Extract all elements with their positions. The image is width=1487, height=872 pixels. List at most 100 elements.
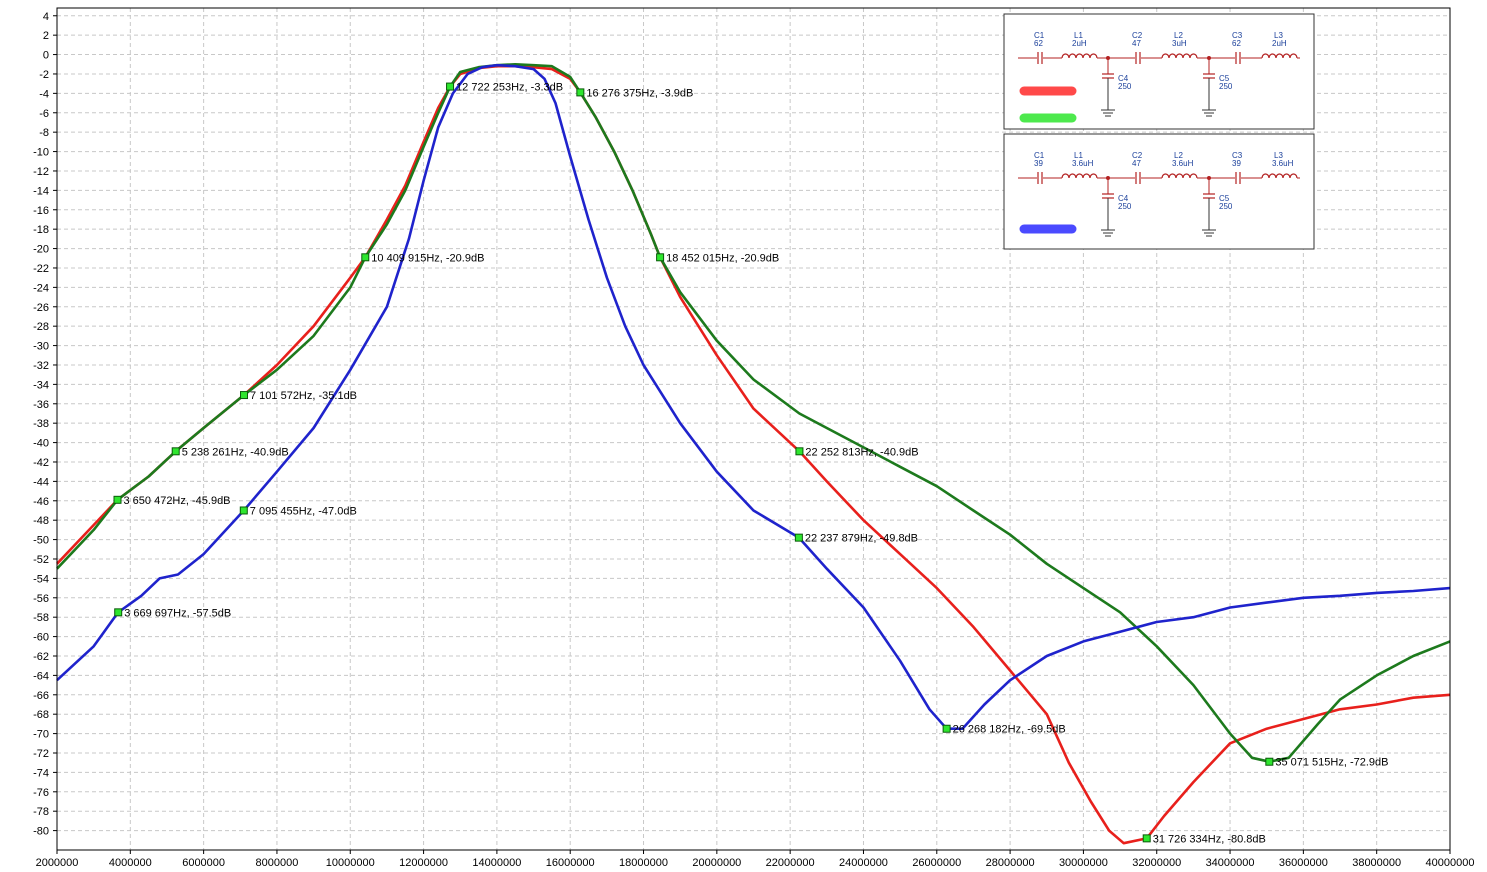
cap-name: C4 [1118,74,1129,83]
x-tick-label: 22000000 [766,857,815,869]
y-tick-label: -2 [39,69,49,81]
annotation-label: 16 276 375Hz, -3.9dB [586,87,693,99]
cap-gap [1135,172,1141,184]
x-tick-label: 20000000 [692,857,741,869]
inductor-gap [1062,53,1097,59]
cap-name: C3 [1232,151,1243,160]
y-tick-label: -56 [33,593,49,605]
x-tick-label: 2000000 [36,857,79,869]
annotation-marker [113,495,122,504]
inductor-name: L1 [1074,151,1083,160]
x-tick-label: 8000000 [256,857,299,869]
y-tick-label: -20 [33,244,49,256]
y-tick-label: -14 [33,185,49,197]
annotation-marker [656,253,665,262]
y-tick-label: -30 [33,341,49,353]
y-tick-label: -22 [33,263,49,275]
annotation-label: 3 669 697Hz, -57.5dB [124,607,231,619]
cap-gap [1037,52,1043,64]
y-tick-label: -4 [39,88,49,100]
x-tick-label: 38000000 [1352,857,1401,869]
schematic-frame [1003,13,1315,130]
annotation-label: 18 452 015Hz, -20.9dB [666,252,779,264]
inductor-value: 3.6uH [1272,159,1294,168]
annotation-marker [942,724,951,733]
x-tick-label: 14000000 [472,857,521,869]
cap-name: C4 [1118,194,1129,203]
annotation-label: 22 252 813Hz, -40.9dB [805,446,918,458]
x-axis-ticks: 2000000 4000000 6000000 8000000 10000000 1200… [36,850,1475,869]
annotation-marker [446,82,455,91]
annotation-marker [1265,757,1274,766]
x-tick-label: 26000000 [912,857,961,869]
cap-gap [1135,52,1141,64]
inductor-value: 2uH [1072,39,1087,48]
annotation-label: 26 268 182Hz, -69.5dB [953,724,1066,736]
annotation-label: 12 722 253Hz, -3.3dB [456,82,563,94]
inductor-gap [1262,173,1297,179]
x-tick-label: 28000000 [986,857,1035,869]
inductor-value: 3uH [1172,39,1187,48]
annotation-markers: 3 650 472Hz, -45.9dB 5 238 261Hz, -40.9dB… [113,82,1388,845]
annotation-marker [240,391,249,400]
cap-value: 250 [1219,82,1233,91]
annotation-marker [1142,834,1151,843]
x-tick-label: 34000000 [1206,857,1255,869]
inductor-name: L2 [1174,151,1183,160]
inductor-gap [1062,173,1097,179]
y-tick-label: -34 [33,379,49,391]
y-tick-label: -36 [33,399,49,411]
inductor-name: L3 [1274,151,1283,160]
y-tick-label: -66 [33,690,49,702]
inductor-name: L2 [1174,31,1183,40]
y-tick-label: -32 [33,360,49,372]
y-tick-label: -52 [33,554,49,566]
annotation-label: 5 238 261Hz, -40.9dB [182,446,289,458]
cap-value: 39 [1232,159,1241,168]
y-tick-label: 0 [43,50,49,62]
x-tick-label: 10000000 [326,857,375,869]
cap-gap [1235,52,1241,64]
x-tick-label: 18000000 [619,857,668,869]
x-tick-label: 4000000 [109,857,152,869]
x-tick-label: 36000000 [1279,857,1328,869]
cap-name: C2 [1132,151,1143,160]
inductor-symbol [1061,173,1098,179]
y-tick-label: -62 [33,651,49,663]
inductor-value: 3.6uH [1072,159,1094,168]
annotation-marker [361,253,370,262]
y-tick-label: -50 [33,535,49,547]
annotation-label: 22 237 879Hz, -49.8dB [805,533,918,545]
y-tick-label: -64 [33,670,49,682]
y-tick-label: -46 [33,496,49,508]
cap-name: C1 [1034,31,1045,40]
cap-value: 39 [1034,159,1043,168]
cap-value: 62 [1232,39,1241,48]
annotation-label: 10 409 915Hz, -20.9dB [371,252,484,264]
annotation-marker [576,88,585,97]
y-tick-label: -38 [33,418,49,430]
series-line-1 [56,63,1451,763]
inductor-gap [1262,53,1297,59]
cap-name: C1 [1034,151,1045,160]
annotation-label: 31 726 334Hz, -80.8dB [1153,833,1266,845]
y-tick-label: -42 [33,457,49,469]
y-tick-label: -44 [33,476,49,488]
x-tick-label: 16000000 [546,857,595,869]
cap-name: C2 [1132,31,1143,40]
y-tick-label: -54 [33,573,49,585]
annotation-label: 3 650 472Hz, -45.9dB [124,495,231,507]
y-tick-label: -80 [33,826,49,838]
y-tick-label: -74 [33,767,49,779]
annotation-label: 7 095 455Hz, -47.0dB [250,505,357,517]
x-tick-label: 32000000 [1132,857,1181,869]
x-tick-label: 40000000 [1426,857,1475,869]
y-axis-ticks: 4 2 0 -2 -4 -6 -8 -10 -12 -14 -16 -18 -20 -22 -24 -26 -2… [33,11,57,838]
inductor-name: L1 [1074,31,1083,40]
inductor-gap [1162,173,1197,179]
annotation-marker [114,608,123,617]
y-tick-label: -10 [33,147,49,159]
inductor-value: 2uH [1272,39,1287,48]
y-tick-label: -68 [33,709,49,721]
